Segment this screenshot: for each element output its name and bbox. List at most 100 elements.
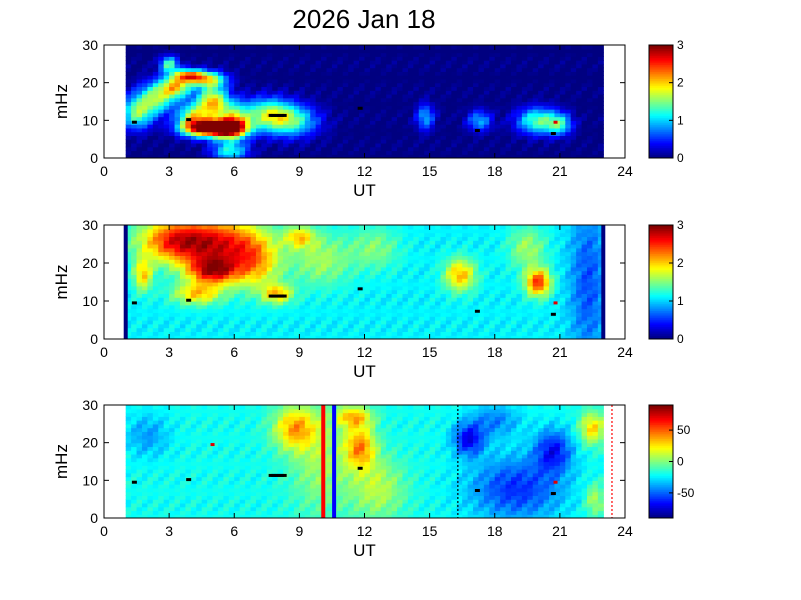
black-marker [273,473,279,477]
x-tick-label: 12 [357,163,373,179]
black-marker [268,294,274,298]
black-marker [474,489,480,493]
x-tick-label: 3 [165,163,173,179]
black-marker [131,480,137,484]
black-marker [279,473,285,477]
x-axis-label: UT [353,181,376,200]
x-tick-label: 3 [165,523,173,539]
colorbar-tick-label: 1 [677,294,684,308]
y-axis-label: mHz [52,84,71,119]
x-tick-label: 15 [422,344,438,360]
black-marker [281,294,287,298]
black-marker [268,473,274,477]
x-tick-label: 6 [230,163,238,179]
x-tick-label: 9 [295,163,303,179]
colorbar-tick-label: -50 [677,486,695,500]
x-tick-label: 24 [617,523,633,539]
red-marker [553,301,558,305]
y-tick-label: 10 [82,112,98,128]
y-tick-label: 30 [82,397,98,413]
colorbar-tick-label: 3 [677,38,684,52]
y-tick-label: 10 [82,293,98,309]
black-marker [273,294,279,298]
y-tick-label: 0 [90,510,98,526]
colorbar-box [648,44,674,159]
x-axis-label: UT [353,541,376,560]
colorbar-tick-label: 3 [677,218,684,232]
colorbar-tick-label: 2 [677,256,684,270]
colorbar: 0 1 2 3 [648,38,684,165]
colorbar-tick-label: 2 [677,76,684,90]
black-marker [279,113,285,117]
x-tick-label: 15 [422,163,438,179]
x-tick-label: 18 [487,163,503,179]
y-tick-label: 0 [90,331,98,347]
x-tick-label: 0 [100,163,108,179]
black-marker [276,113,282,117]
black-marker [474,309,480,313]
heatmap-bottom [125,405,604,518]
x-tick-label: 24 [617,344,633,360]
x-tick-label: 6 [230,344,238,360]
x-tick-label: 24 [617,163,633,179]
black-marker [550,132,556,136]
black-marker [271,473,277,477]
black-marker [271,294,277,298]
x-tick-label: 18 [487,344,503,360]
x-tick-label: 21 [552,344,568,360]
black-marker [186,118,192,122]
y-tick-label: 0 [90,150,98,166]
black-marker [271,113,277,117]
black-marker [474,129,480,133]
black-marker [357,466,363,470]
black-marker [281,473,287,477]
x-tick-label: 0 [100,523,108,539]
black-marker [273,113,279,117]
x-tick-label: 21 [552,523,568,539]
red-marker [210,443,215,447]
y-tick-label: 20 [82,75,98,91]
x-tick-label: 0 [100,344,108,360]
black-marker [279,294,285,298]
x-tick-label: 18 [487,523,503,539]
x-tick-label: 9 [295,344,303,360]
y-tick-label: 20 [82,255,98,271]
black-marker [550,312,556,316]
black-marker [357,106,363,110]
y-tick-label: 30 [82,217,98,233]
black-marker [131,120,137,124]
y-tick-label: 30 [82,37,98,53]
colorbar-tick-label: 0 [677,151,684,165]
colorbar-tick-label: 50 [677,423,691,437]
red-marker [553,480,558,484]
heatmap-top [125,45,604,158]
black-marker [186,298,192,302]
colorbar: 0 1 2 3 [648,218,684,346]
x-tick-label: 12 [357,523,373,539]
x-tick-label: 21 [552,163,568,179]
y-axis-label: mHz [52,444,71,479]
x-tick-label: 3 [165,344,173,360]
black-marker [276,294,282,298]
colorbar-tick-label: 1 [677,113,684,127]
black-marker [550,492,556,496]
colorbar-box [648,224,674,340]
y-axis-label: mHz [52,265,71,300]
x-tick-label: 6 [230,523,238,539]
x-tick-label: 9 [295,523,303,539]
black-marker [186,478,192,482]
black-marker [281,113,287,117]
x-axis-label: UT [353,362,376,381]
colorbar-tick-label: 0 [677,455,684,469]
x-tick-label: 15 [422,523,438,539]
y-tick-label: 10 [82,472,98,488]
black-marker [276,473,282,477]
heatmap-middle [125,225,604,339]
figure-title: 2026 Jan 18 [292,4,435,34]
panel-bottom: 0 3 6 9 12 15 18 21 24 0 10 20 30 UT mHz 50 0 -50 [52,397,695,560]
red-marker [553,120,558,124]
black-marker [131,301,137,305]
